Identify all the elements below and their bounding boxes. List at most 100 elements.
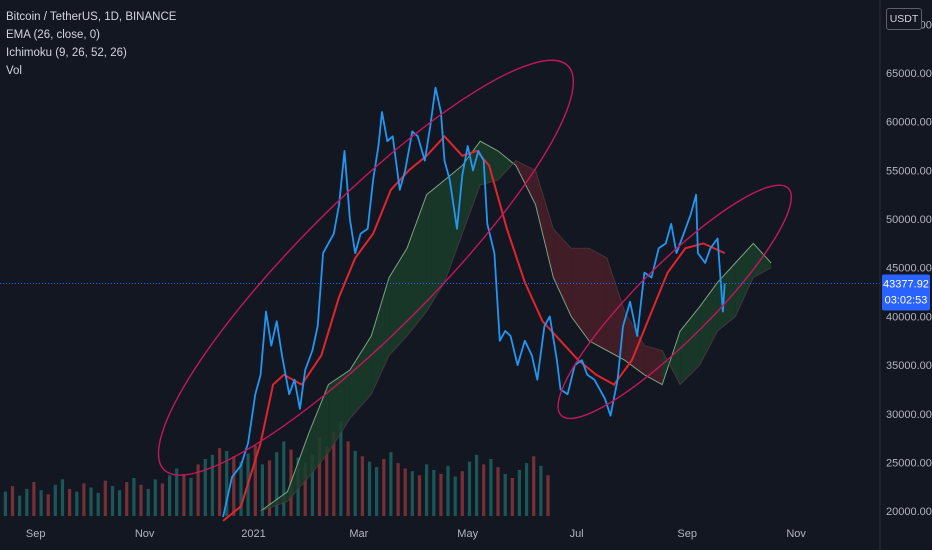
volume-bar: [403, 468, 407, 516]
cloud-span-a: [260, 140, 772, 512]
time-tick-label: Nov: [135, 528, 155, 540]
series-layer: [222, 86, 726, 522]
cloud-segment: [753, 243, 772, 278]
volume-bar: [203, 459, 207, 516]
volume-bar: [539, 465, 543, 516]
volume-bar: [182, 473, 186, 516]
volume-bar: [175, 468, 179, 516]
volume-bar: [425, 464, 429, 516]
volume-bar: [503, 473, 507, 516]
volume-bar: [239, 461, 243, 516]
cloud-segment: [426, 180, 445, 312]
volume-bar: [82, 483, 86, 516]
price-line: [222, 86, 726, 518]
last-price-value: 43377.92: [883, 279, 929, 291]
volume-bar: [489, 459, 493, 516]
volume-bar: [282, 441, 286, 516]
chart-legend: Bitcoin / TetherUS, 1D, BINANCE EMA (26,…: [6, 8, 176, 80]
volume-bar: [232, 456, 236, 516]
time-axis[interactable]: Sep Nov 2021 Mar May Jul Sep Nov: [26, 528, 806, 540]
price-tick-label: 35000.00: [886, 360, 932, 372]
annotation-ellipse[interactable]: [117, 18, 616, 517]
price-tick-label: 20000.00: [886, 506, 932, 518]
legend-ema[interactable]: EMA (26, close, 0): [6, 29, 100, 41]
cloud-segment: [349, 335, 372, 419]
volume-bar: [467, 461, 472, 516]
legend-ichimoku[interactable]: Ichimoku (9, 26, 52, 26): [6, 47, 127, 59]
cloud-segment: [407, 194, 427, 336]
volume-bar: [160, 483, 164, 516]
cloud-segment: [498, 150, 516, 181]
volume-bar: [432, 469, 436, 516]
volume-bar: [75, 491, 79, 516]
time-tick-label: Sep: [677, 528, 697, 540]
price-tick-label: 25000.00: [886, 458, 932, 470]
time-tick-label: May: [457, 528, 478, 540]
volume-bar: [460, 471, 464, 516]
volume-bar: [367, 461, 372, 516]
annotation-layer: [117, 18, 815, 517]
volume-bar: [125, 482, 129, 516]
volume-bar: [225, 450, 229, 516]
volume-bar: [10, 486, 15, 516]
cloud-segment: [535, 170, 554, 278]
cloud-segment: [389, 248, 407, 356]
volume-bar: [39, 490, 43, 516]
price-tick-label: 55000.00: [886, 165, 932, 177]
volume-bar: [417, 475, 422, 516]
volume-bar: [25, 488, 29, 516]
bar-countdown: 03:02:53: [885, 295, 928, 307]
volume-bar: [196, 464, 200, 516]
cloud-segment: [553, 228, 572, 317]
volume-bar: [339, 421, 343, 516]
volume-bar: [139, 484, 143, 516]
volume-bar: [60, 479, 65, 516]
time-tick-label: Sep: [26, 528, 46, 540]
cloud-segment: [571, 248, 589, 341]
volume-bar: [475, 454, 479, 516]
volume-bar: [168, 475, 172, 516]
legend-symbol[interactable]: Bitcoin / TetherUS, 1D, BINANCE: [6, 11, 177, 23]
price-tick-label: 50000.00: [886, 214, 932, 226]
volume-bar: [517, 469, 521, 516]
volume-bar: [118, 490, 122, 516]
volume-bar: [46, 494, 50, 516]
price-tick-label: 65000.00: [886, 68, 932, 80]
cloud-span-b: [260, 159, 772, 512]
legend-volume[interactable]: Vol: [6, 65, 22, 77]
volume-bar: [3, 491, 7, 516]
volume-bar: [110, 486, 115, 516]
currency-button[interactable]: USDT: [886, 8, 922, 30]
volume-bar: [496, 467, 500, 516]
volume-bar: [546, 475, 550, 516]
volume-bar: [18, 495, 22, 516]
volume-bar: [96, 492, 100, 516]
volume-bar: [317, 437, 322, 516]
volume-bar: [132, 478, 136, 516]
cloud-segment: [444, 165, 463, 283]
annotation-ellipse[interactable]: [535, 162, 815, 442]
price-tick-label: 40000.00: [886, 311, 932, 323]
cloud-segment: [287, 433, 309, 502]
volume-bar: [346, 441, 350, 516]
volume-bar: [210, 454, 214, 516]
time-tick-label: Mar: [349, 528, 368, 540]
volume-bar: [525, 463, 529, 516]
cloud-segment: [699, 282, 718, 366]
cloud-segment: [680, 306, 700, 385]
volume-bar: [353, 450, 357, 516]
volume-bar: [532, 456, 536, 516]
volume-bar: [68, 488, 72, 516]
volume-bar: [218, 448, 222, 516]
cloud-segment: [328, 370, 350, 453]
last-price-badge: 43377.92 03:02:53: [882, 274, 930, 311]
volume-bar: [32, 482, 36, 516]
volume-bar: [360, 456, 364, 516]
volume-bar: [439, 473, 443, 516]
volume-bar: [332, 431, 336, 516]
volume-bar: [510, 478, 514, 516]
volume-bar: [53, 484, 57, 516]
price-tick-label: 30000.00: [886, 409, 932, 421]
